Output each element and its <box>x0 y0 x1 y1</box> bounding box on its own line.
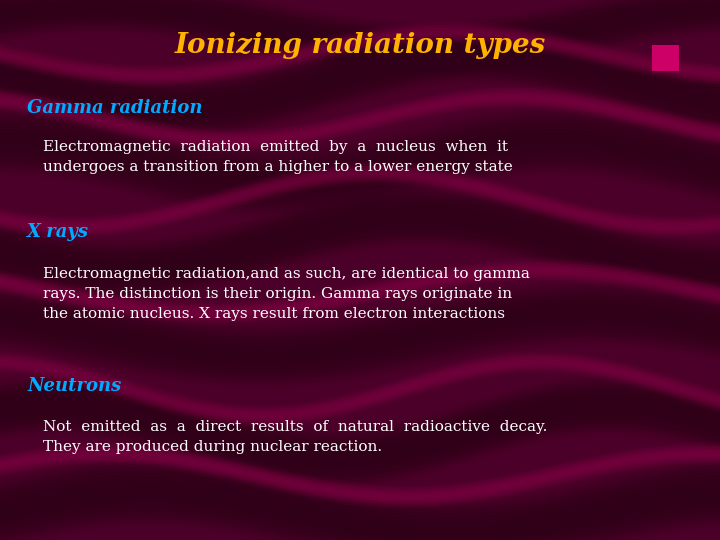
Text: Ionizing radiation types: Ionizing radiation types <box>174 32 546 59</box>
Text: Gamma radiation: Gamma radiation <box>27 99 203 117</box>
Text: Not  emitted  as  a  direct  results  of  natural  radioactive  decay.
They are : Not emitted as a direct results of natur… <box>43 420 548 455</box>
Text: Electromagnetic radiation,and as such, are identical to gamma
rays. The distinct: Electromagnetic radiation,and as such, a… <box>43 267 530 321</box>
Text: Neutrons: Neutrons <box>27 377 122 395</box>
FancyBboxPatch shape <box>652 45 679 71</box>
Text: X rays: X rays <box>27 223 89 241</box>
Text: Electromagnetic  radiation  emitted  by  a  nucleus  when  it
undergoes a transi: Electromagnetic radiation emitted by a n… <box>43 139 513 174</box>
